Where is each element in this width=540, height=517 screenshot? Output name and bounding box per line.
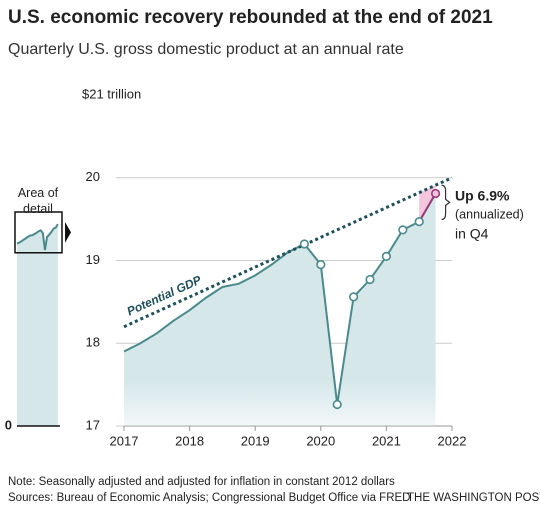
inset-arrow — [65, 222, 71, 243]
note: Note: Seasonally adjusted and adjusted f… — [8, 476, 395, 488]
gdp-marker — [332, 399, 342, 410]
gdp-marker — [349, 292, 359, 302]
gdp-last-segment — [418, 192, 437, 223]
y-tick-label: 17 — [86, 417, 100, 432]
gdp-marker — [381, 251, 392, 261]
inset-detail-box — [14, 211, 63, 254]
y-tick-label: 20 — [86, 169, 100, 184]
chart-title: U.S. economic recovery rebounded at the … — [8, 7, 493, 28]
gdp-line — [123, 192, 437, 405]
gdp-marker — [365, 274, 375, 285]
x-tick-label: 2022 — [438, 433, 467, 448]
y-tick-label: 18 — [86, 335, 100, 350]
chart-subtitle: Quarterly U.S. gross domestic product at… — [8, 41, 404, 58]
y-tick-label: 19 — [86, 252, 100, 267]
gdp-marker — [316, 260, 326, 270]
potential-line — [123, 176, 453, 329]
credit: THE WASHINGTON POST — [407, 492, 540, 504]
source: Sources: Bureau of Economic Analysis; Co… — [8, 492, 410, 504]
gdp-marker — [299, 239, 310, 249]
annotation: (annualized) — [455, 207, 524, 221]
x-tick-label: 2019 — [241, 433, 270, 448]
inset-label: Area of detail — [17, 186, 59, 216]
inset-area — [17, 224, 58, 426]
annotation: in Q4 — [455, 226, 489, 242]
y-tick-label: $21 trillion — [82, 86, 141, 101]
gdp-marker — [398, 225, 408, 235]
gdp-marker — [414, 217, 424, 227]
bracket — [441, 184, 451, 221]
x-tick-label: 2018 — [175, 433, 204, 448]
x-tick-label: 2017 — [110, 433, 139, 448]
gdp-marker — [431, 188, 441, 199]
inset-tick-label: 0 — [5, 417, 12, 432]
x-tick-label: 2021 — [372, 433, 401, 448]
annotation: Up 6.9% — [455, 188, 510, 204]
gdp-area — [124, 193, 436, 426]
inset-line — [16, 223, 59, 251]
x-tick-label: 2020 — [306, 433, 335, 448]
